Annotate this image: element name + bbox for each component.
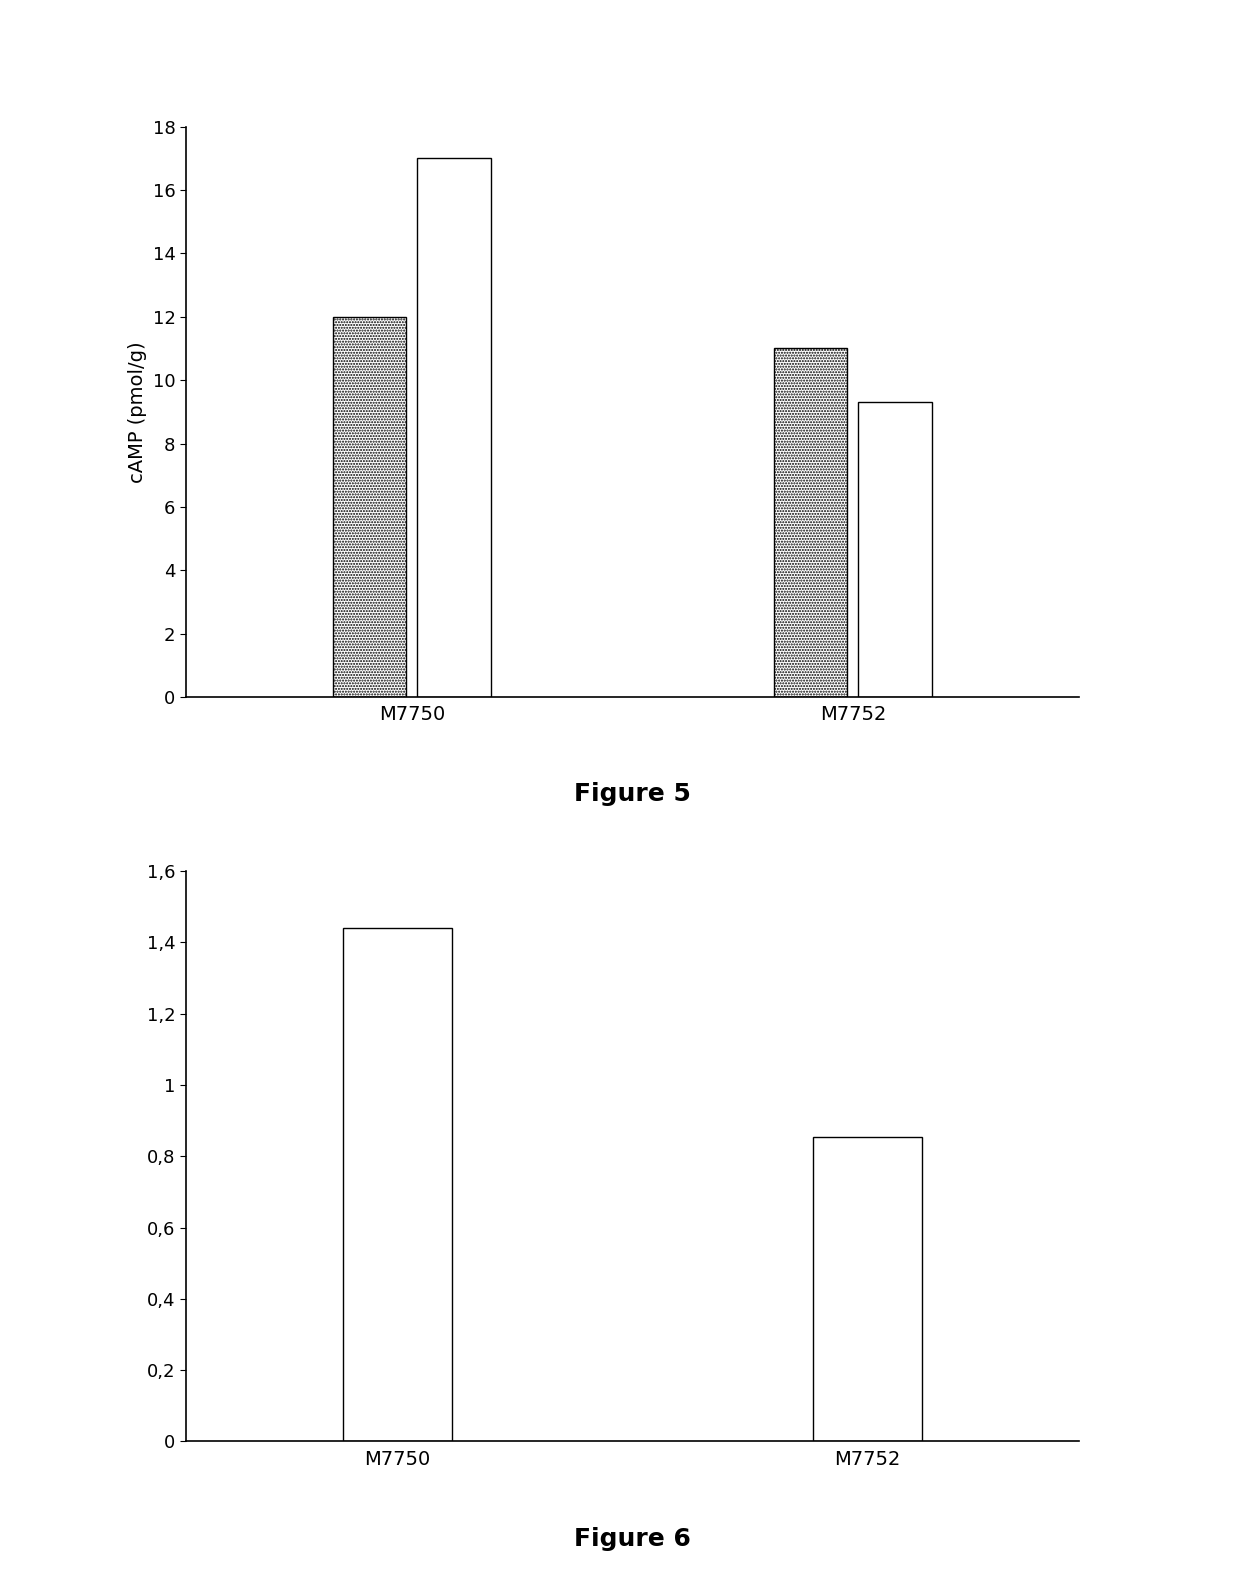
Bar	[418, 158, 491, 697]
Bar	[774, 348, 847, 697]
Bar	[342, 928, 453, 1441]
Text: Figure 5: Figure 5	[574, 782, 691, 806]
Text: Figure 6: Figure 6	[574, 1527, 691, 1551]
Bar	[812, 1137, 923, 1441]
Y-axis label: cAMP (pmol/g): cAMP (pmol/g)	[128, 341, 148, 483]
Bar	[858, 402, 931, 697]
Bar	[334, 317, 407, 697]
